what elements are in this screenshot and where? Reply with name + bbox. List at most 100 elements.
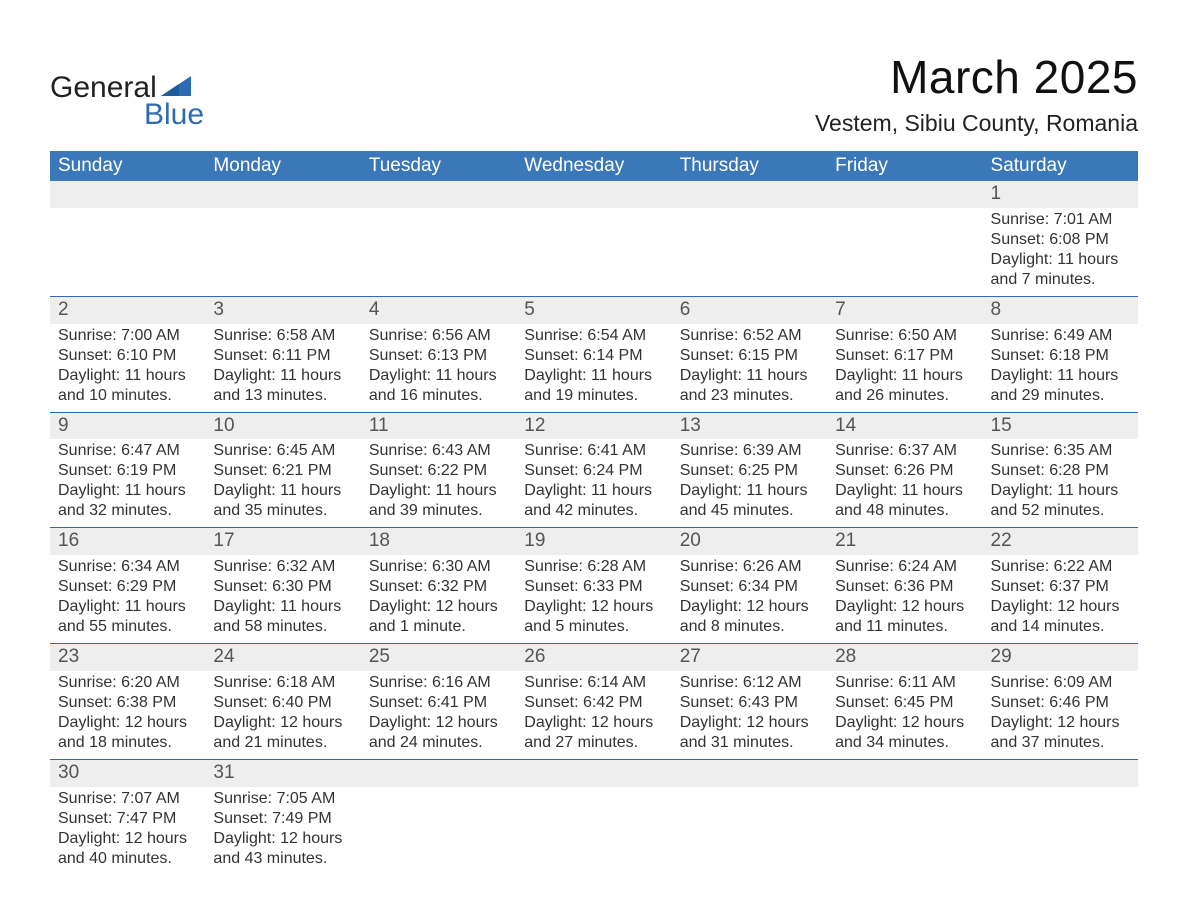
day-daylight1: Daylight: 12 hours xyxy=(835,713,976,733)
day-detail-cell: Sunrise: 6:28 AMSunset: 6:33 PMDaylight:… xyxy=(516,555,671,644)
day-daylight2: and 10 minutes. xyxy=(58,386,199,406)
day-sunrise: Sunrise: 6:43 AM xyxy=(369,441,510,461)
day-sunrise: Sunrise: 6:52 AM xyxy=(680,326,821,346)
day-detail-cell xyxy=(983,787,1138,875)
day-number-cell: 17 xyxy=(205,528,360,555)
day-sunrise: Sunrise: 6:28 AM xyxy=(524,557,665,577)
day-daylight1: Daylight: 11 hours xyxy=(680,366,821,386)
day-sunrise: Sunrise: 6:37 AM xyxy=(835,441,976,461)
day-detail: Sunrise: 6:32 AMSunset: 6:30 PMDaylight:… xyxy=(213,557,354,637)
day-detail-cell: Sunrise: 6:20 AMSunset: 6:38 PMDaylight:… xyxy=(50,671,205,760)
day-detail-cell xyxy=(361,208,516,297)
day-daylight1: Daylight: 12 hours xyxy=(213,829,354,849)
title-block: March 2025 Vestem, Sibiu County, Romania xyxy=(815,50,1138,137)
calendar-daynum-row: 1 xyxy=(50,181,1138,208)
day-sunrise: Sunrise: 7:01 AM xyxy=(991,210,1132,230)
day-sunrise: Sunrise: 6:35 AM xyxy=(991,441,1132,461)
day-daylight2: and 31 minutes. xyxy=(680,733,821,753)
day-detail: Sunrise: 6:45 AMSunset: 6:21 PMDaylight:… xyxy=(213,441,354,521)
day-daylight1: Daylight: 11 hours xyxy=(991,250,1132,270)
day-sunrise: Sunrise: 6:11 AM xyxy=(835,673,976,693)
day-detail-cell xyxy=(827,208,982,297)
day-sunset: Sunset: 6:26 PM xyxy=(835,461,976,481)
calendar-daynum-row: 23242526272829 xyxy=(50,644,1138,671)
day-daylight2: and 35 minutes. xyxy=(213,501,354,521)
day-daylight2: and 55 minutes. xyxy=(58,617,199,637)
day-daylight1: Daylight: 11 hours xyxy=(835,481,976,501)
day-detail-cell xyxy=(516,787,671,875)
day-number-cell: 1 xyxy=(983,181,1138,208)
logo-word-blue: Blue xyxy=(144,100,204,130)
day-sunset: Sunset: 6:33 PM xyxy=(524,577,665,597)
day-sunset: Sunset: 6:41 PM xyxy=(369,693,510,713)
day-detail: Sunrise: 6:49 AMSunset: 6:18 PMDaylight:… xyxy=(991,326,1132,406)
weekday-header: Friday xyxy=(827,151,982,181)
day-detail: Sunrise: 6:37 AMSunset: 6:26 PMDaylight:… xyxy=(835,441,976,521)
day-daylight1: Daylight: 12 hours xyxy=(991,713,1132,733)
day-daylight1: Daylight: 12 hours xyxy=(369,713,510,733)
day-sunrise: Sunrise: 6:50 AM xyxy=(835,326,976,346)
day-detail-cell: Sunrise: 6:11 AMSunset: 6:45 PMDaylight:… xyxy=(827,671,982,760)
day-detail: Sunrise: 6:41 AMSunset: 6:24 PMDaylight:… xyxy=(524,441,665,521)
day-detail: Sunrise: 6:16 AMSunset: 6:41 PMDaylight:… xyxy=(369,673,510,753)
day-detail-cell: Sunrise: 6:54 AMSunset: 6:14 PMDaylight:… xyxy=(516,324,671,413)
day-daylight1: Daylight: 12 hours xyxy=(213,713,354,733)
day-sunrise: Sunrise: 6:20 AM xyxy=(58,673,199,693)
day-sunrise: Sunrise: 6:14 AM xyxy=(524,673,665,693)
day-sunset: Sunset: 6:43 PM xyxy=(680,693,821,713)
day-detail: Sunrise: 6:26 AMSunset: 6:34 PMDaylight:… xyxy=(680,557,821,637)
calendar-detail-row: Sunrise: 7:07 AMSunset: 7:47 PMDaylight:… xyxy=(50,787,1138,875)
day-number-cell: 5 xyxy=(516,296,671,323)
day-detail-cell: Sunrise: 6:39 AMSunset: 6:25 PMDaylight:… xyxy=(672,439,827,528)
day-detail-cell xyxy=(672,208,827,297)
day-detail-cell: Sunrise: 6:50 AMSunset: 6:17 PMDaylight:… xyxy=(827,324,982,413)
day-daylight1: Daylight: 11 hours xyxy=(58,366,199,386)
day-daylight2: and 1 minute. xyxy=(369,617,510,637)
day-number-cell: 28 xyxy=(827,644,982,671)
day-detail-cell: Sunrise: 6:18 AMSunset: 6:40 PMDaylight:… xyxy=(205,671,360,760)
day-sunrise: Sunrise: 6:22 AM xyxy=(991,557,1132,577)
day-number-cell: 11 xyxy=(361,412,516,439)
day-number-cell: 10 xyxy=(205,412,360,439)
day-daylight2: and 19 minutes. xyxy=(524,386,665,406)
day-number-cell xyxy=(827,181,982,208)
day-number-cell xyxy=(516,759,671,786)
day-detail-cell: Sunrise: 6:16 AMSunset: 6:41 PMDaylight:… xyxy=(361,671,516,760)
day-number-cell: 27 xyxy=(672,644,827,671)
day-number-cell: 21 xyxy=(827,528,982,555)
weekday-header: Saturday xyxy=(983,151,1138,181)
day-sunrise: Sunrise: 6:30 AM xyxy=(369,557,510,577)
calendar-daynum-row: 2345678 xyxy=(50,296,1138,323)
day-daylight1: Daylight: 12 hours xyxy=(369,597,510,617)
day-daylight2: and 13 minutes. xyxy=(213,386,354,406)
day-sunrise: Sunrise: 6:39 AM xyxy=(680,441,821,461)
day-number-cell xyxy=(672,759,827,786)
day-sunset: Sunset: 6:11 PM xyxy=(213,346,354,366)
day-daylight1: Daylight: 11 hours xyxy=(213,481,354,501)
day-detail-cell: Sunrise: 6:47 AMSunset: 6:19 PMDaylight:… xyxy=(50,439,205,528)
day-detail: Sunrise: 6:09 AMSunset: 6:46 PMDaylight:… xyxy=(991,673,1132,753)
day-sunrise: Sunrise: 6:12 AM xyxy=(680,673,821,693)
day-detail: Sunrise: 7:07 AMSunset: 7:47 PMDaylight:… xyxy=(58,789,199,869)
day-number-cell: 25 xyxy=(361,644,516,671)
day-detail: Sunrise: 6:58 AMSunset: 6:11 PMDaylight:… xyxy=(213,326,354,406)
day-number-cell: 6 xyxy=(672,296,827,323)
day-sunset: Sunset: 6:19 PM xyxy=(58,461,199,481)
day-daylight2: and 29 minutes. xyxy=(991,386,1132,406)
day-daylight2: and 40 minutes. xyxy=(58,849,199,869)
day-number-cell: 2 xyxy=(50,296,205,323)
day-number-cell: 22 xyxy=(983,528,1138,555)
page-header: General Blue March 2025 Vestem, Sibiu Co… xyxy=(50,50,1138,137)
day-daylight1: Daylight: 11 hours xyxy=(369,481,510,501)
day-sunset: Sunset: 6:40 PM xyxy=(213,693,354,713)
calendar-daynum-row: 16171819202122 xyxy=(50,528,1138,555)
day-detail-cell xyxy=(205,208,360,297)
day-daylight2: and 39 minutes. xyxy=(369,501,510,521)
day-sunset: Sunset: 6:15 PM xyxy=(680,346,821,366)
day-daylight1: Daylight: 11 hours xyxy=(991,481,1132,501)
day-daylight2: and 58 minutes. xyxy=(213,617,354,637)
calendar-detail-row: Sunrise: 7:01 AMSunset: 6:08 PMDaylight:… xyxy=(50,208,1138,297)
day-sunrise: Sunrise: 6:58 AM xyxy=(213,326,354,346)
day-detail: Sunrise: 6:47 AMSunset: 6:19 PMDaylight:… xyxy=(58,441,199,521)
day-number-cell: 29 xyxy=(983,644,1138,671)
